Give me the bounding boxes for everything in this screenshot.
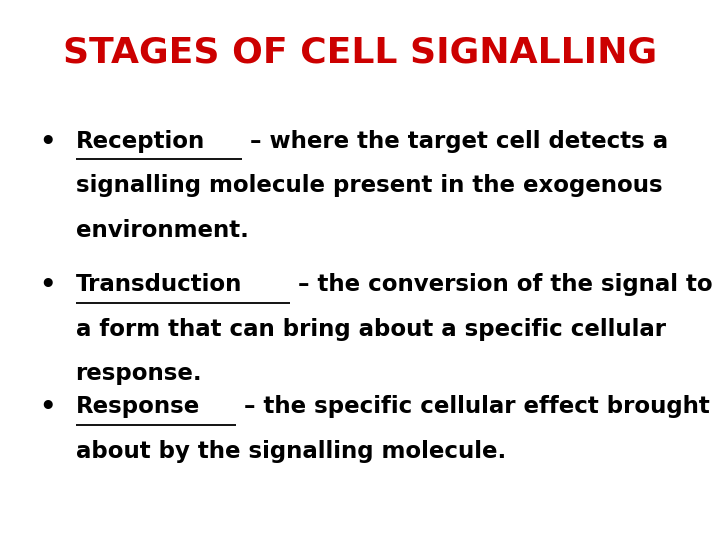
Text: response.: response. [76, 362, 202, 386]
Text: – the specific cellular effect brought: – the specific cellular effect brought [236, 395, 710, 418]
Text: signalling molecule present in the exogenous: signalling molecule present in the exoge… [76, 174, 662, 198]
Text: – where the target cell detects a: – where the target cell detects a [243, 130, 668, 153]
Text: about by the signalling molecule.: about by the signalling molecule. [76, 440, 506, 463]
Text: a form that can bring about a specific cellular: a form that can bring about a specific c… [76, 318, 665, 341]
Text: •: • [40, 395, 56, 421]
Text: Response: Response [76, 395, 200, 418]
Text: – the conversion of the signal to: – the conversion of the signal to [290, 273, 713, 296]
Text: Transduction: Transduction [76, 273, 242, 296]
Text: •: • [40, 130, 56, 156]
Text: environment.: environment. [76, 219, 248, 242]
Text: •: • [40, 273, 56, 299]
Text: STAGES OF CELL SIGNALLING: STAGES OF CELL SIGNALLING [63, 35, 657, 69]
Text: Reception: Reception [76, 130, 205, 153]
